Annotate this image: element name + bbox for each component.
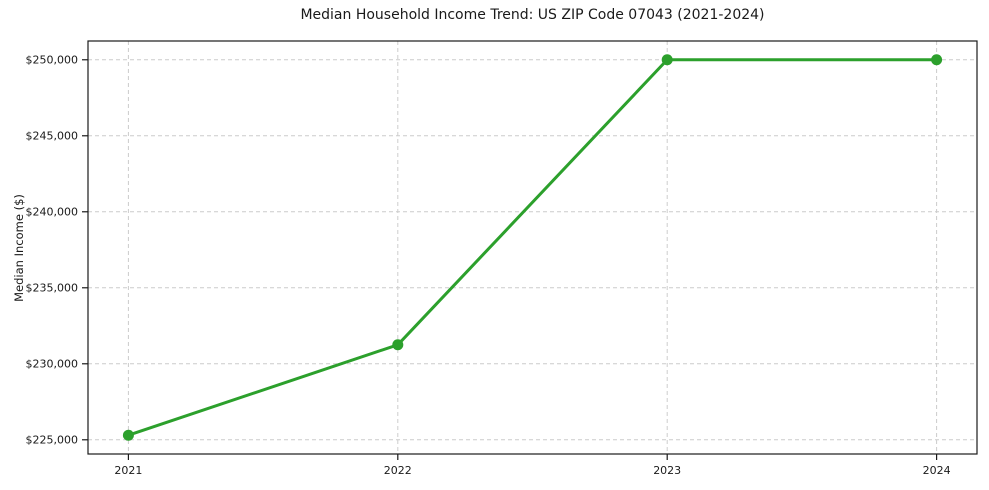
y-tick-label-235000: $235,000 [26,282,79,295]
series-line-0 [126,58,939,437]
x-tick-label-2024: 2024 [923,464,951,477]
y-tick-label-225000: $225,000 [26,434,79,447]
data-point-2022 [392,339,404,351]
y-tick-label-240000: $240,000 [26,206,79,219]
x-tick-label-2023: 2023 [653,464,681,477]
y-tick-label-245000: $245,000 [26,130,79,143]
y-tick-label-230000: $230,000 [26,358,79,371]
x-tick-label-2022: 2022 [384,464,412,477]
data-point-2021 [122,429,134,441]
y-tick-label-250000: $250,000 [26,54,79,67]
x-tick-label-2021: 2021 [114,464,142,477]
chart-title: Median Household Income Trend: US ZIP Co… [300,7,765,23]
plot-frame [87,40,978,455]
data-point-2023 [661,54,673,66]
data-point-2024 [931,54,943,66]
